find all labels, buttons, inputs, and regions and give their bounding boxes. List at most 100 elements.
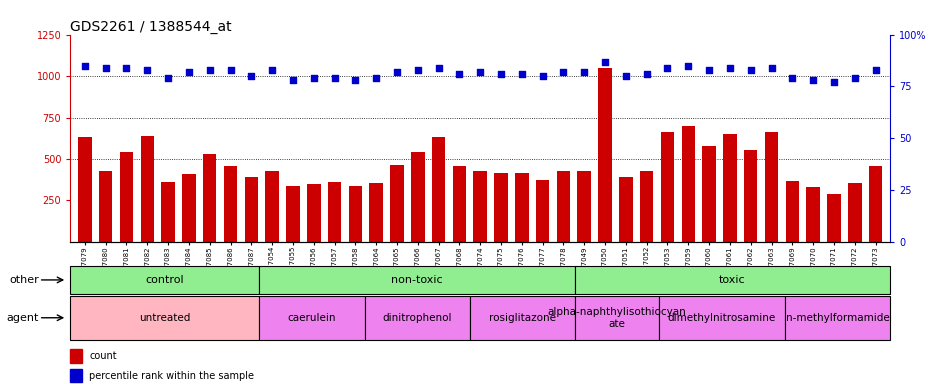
Bar [493,173,507,242]
Point [867,67,882,73]
Point [451,71,466,77]
Text: caerulein: caerulein [287,313,336,323]
Bar [473,170,487,242]
Point [805,77,820,83]
Point [472,69,487,75]
Bar [307,184,320,242]
Point [264,67,279,73]
Point [597,58,612,65]
Bar [224,166,237,242]
Point [223,67,238,73]
Bar [203,154,216,242]
Point [514,71,529,77]
Text: toxic: toxic [719,275,745,285]
Bar [99,171,112,242]
Bar [389,165,403,242]
Text: n-methylformamide: n-methylformamide [785,313,888,323]
Text: GDS2261 / 1388544_at: GDS2261 / 1388544_at [70,20,231,33]
Bar [574,266,889,294]
Point [680,63,695,69]
Bar [639,170,652,242]
Point [431,65,446,71]
Point [389,69,404,75]
Bar [70,369,81,382]
Text: count: count [89,351,116,361]
Bar [847,183,860,242]
Bar [680,126,695,242]
Bar [806,187,819,242]
Text: control: control [145,275,184,285]
Bar [285,185,300,242]
Point [742,67,757,73]
Text: dinitrophenol: dinitrophenol [382,313,451,323]
Point [722,65,737,71]
Bar [259,296,364,340]
Bar [244,177,257,242]
Bar [411,152,424,242]
Point [243,73,258,79]
Bar [535,180,548,242]
Point [285,77,300,83]
Point [618,73,633,79]
Point [493,71,508,77]
Point [98,65,113,71]
Point [139,67,154,73]
Bar [868,166,882,242]
Bar [78,137,92,242]
Point [701,67,716,73]
Text: non-toxic: non-toxic [391,275,443,285]
Bar [574,296,658,340]
Point [784,75,799,81]
Point [368,75,383,81]
Point [577,69,592,75]
Text: agent: agent [7,313,38,323]
Text: alpha-naphthylisothiocyan
ate: alpha-naphthylisothiocyan ate [547,307,685,329]
Bar [70,266,259,294]
Bar [556,170,570,242]
Point [306,75,321,81]
Point [555,69,570,75]
Point [202,67,217,73]
Point [78,63,93,69]
Bar [369,183,383,242]
Bar [140,136,154,242]
Point [410,67,425,73]
Text: dimethylnitrosamine: dimethylnitrosamine [667,313,775,323]
Point [534,73,549,79]
Bar [452,166,466,242]
Bar [784,296,889,340]
Bar [577,170,591,242]
Point [638,71,653,77]
Bar [515,173,528,242]
Bar [70,296,259,340]
Point [119,65,134,71]
Bar [723,134,736,242]
Bar [328,182,341,242]
Bar [70,349,81,363]
Text: rosiglitazone: rosiglitazone [489,313,555,323]
Text: other: other [9,275,38,285]
Bar [182,174,196,242]
Bar [619,177,632,242]
Bar [364,296,469,340]
Bar [658,296,784,340]
Point [659,65,674,71]
Point [327,75,342,81]
Text: untreated: untreated [139,313,190,323]
Point [160,75,175,81]
Point [846,75,861,81]
Bar [660,132,674,242]
Point [347,77,362,83]
Bar [702,146,715,242]
Point [763,65,778,71]
Bar [598,68,611,242]
Bar [743,150,756,242]
Bar [431,137,445,242]
Bar [259,266,574,294]
Bar [348,186,361,242]
Bar [265,170,279,242]
Bar [764,132,778,242]
Text: percentile rank within the sample: percentile rank within the sample [89,371,254,381]
Bar [784,180,798,242]
Bar [120,152,133,242]
